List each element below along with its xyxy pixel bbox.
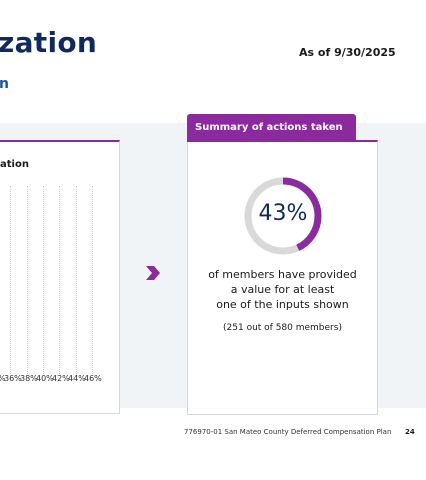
x-tick-label: 36% xyxy=(4,374,22,383)
grid-line xyxy=(76,186,77,376)
x-tick-label: 42% xyxy=(52,374,70,383)
grid-line xyxy=(92,186,93,376)
x-tick-label: 46% xyxy=(84,374,102,383)
x-tick-fragment: % xyxy=(0,374,6,383)
page-subtitle: n xyxy=(0,76,9,92)
page-number: 24 xyxy=(405,428,415,436)
left-chart-title: ation xyxy=(0,159,29,170)
description-line: of members have provided xyxy=(208,268,357,281)
description-line: a value for at least xyxy=(230,283,335,296)
grid-line xyxy=(43,186,44,376)
grid-line xyxy=(10,186,11,376)
x-tick-label: 44% xyxy=(68,374,86,383)
member-count: (251 out of 580 members) xyxy=(223,323,342,333)
grid-line xyxy=(27,186,28,376)
summary-card xyxy=(187,140,378,415)
chevron-right-icon xyxy=(146,266,160,280)
page-title: zation xyxy=(0,26,98,59)
as-of-date: As of 9/30/2025 xyxy=(299,46,396,59)
donut-arc xyxy=(244,177,322,255)
left-chart-card: ation % 36% 38% 40% 42% 44% 46% xyxy=(0,140,120,414)
x-tick-label: 40% xyxy=(36,374,54,383)
percent-value: 43% xyxy=(258,201,308,226)
description-line: one of the inputs shown xyxy=(216,298,349,311)
percent-donut xyxy=(244,177,322,255)
summary-tab-label: Summary of actions taken xyxy=(195,122,343,133)
grid-line xyxy=(59,186,60,376)
x-tick-label: 38% xyxy=(20,374,38,383)
summary-tab: Summary of actions taken xyxy=(187,114,356,142)
summary-description: of members have provided a value for at … xyxy=(196,267,369,312)
footer-document: 776970-01 San Mateo County Deferred Comp… xyxy=(184,428,392,436)
